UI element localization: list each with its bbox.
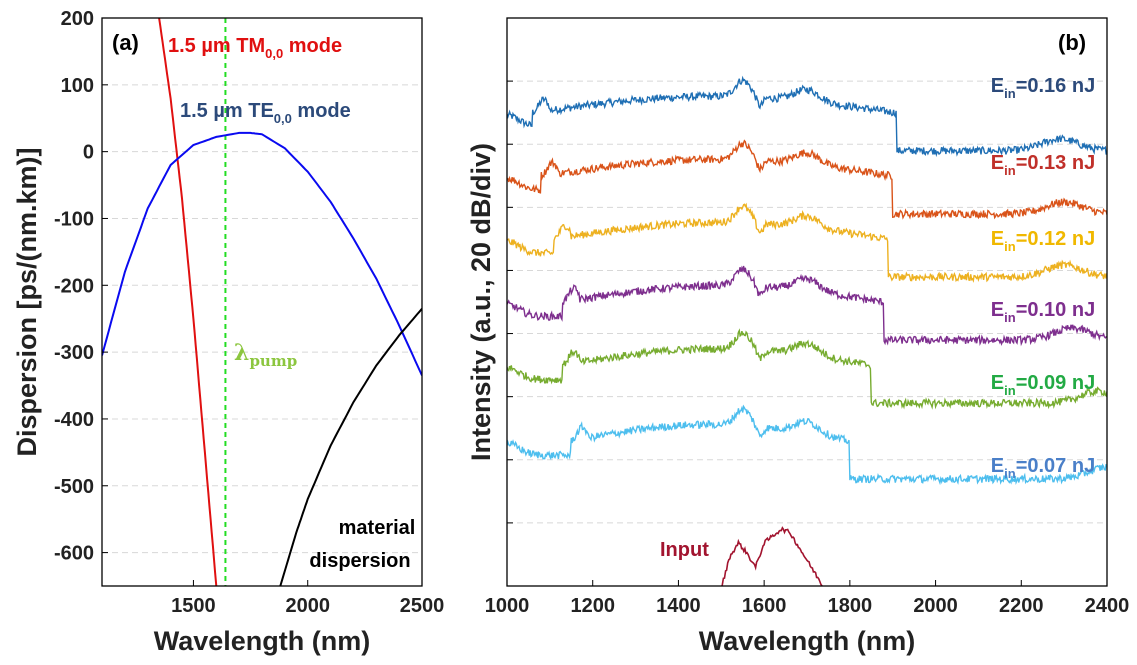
tm-mode-label: 1.5 µm TM0,0 mode [168,35,342,61]
panel-a-y-tick-label: 100 [61,75,94,97]
panel-b-y-axis-label: Intensity (a.u., 20 dB/div) [466,143,496,461]
panel-b-tag: (b) [1058,30,1086,55]
tm-mode-curve [158,18,218,586]
panel-b-x-tick-label: 1400 [656,595,701,617]
pump-wavelength-label: λpump [234,340,297,370]
panel-b-ticks: 1000 1200 1400 1600 1800 2000 2200 2400 [485,80,1130,617]
panel-a-x-axis-label: Wavelength (nm) [154,626,371,656]
panel-a-y-tick-label: 0 [83,142,94,164]
panel-a-ticks: 200 100 0 -100 -200 -300 -400 -500 -600 1500 2000 2… [54,8,444,617]
energy-label-4: Ein=0.09 nJ [991,372,1095,398]
material-dispersion-label-line2: dispersion [309,550,410,572]
panel-b-series-labels: Ein=0.16 nJ Ein=0.13 nJ Ein=0.12 nJ Ein=0.1… [660,75,1095,561]
panel-a-grid [102,84,422,554]
spectrum-trace-4 [507,328,1107,410]
panel-a-y-tick-label: -600 [54,543,94,565]
panel-b-frame [506,17,1108,587]
spectrum-trace-1 [507,139,1107,220]
panel-a-frame [101,17,423,587]
panel-b-intensity-chart: 1000 1200 1400 1600 1800 2000 2200 2400 Ein=0.1… [466,17,1130,656]
material-dispersion-curve [279,308,422,586]
panel-a-y-tick-label: -500 [54,476,94,498]
panel-a-tag: (a) [112,30,139,55]
panel-a-x-tick-label: 2500 [400,595,445,617]
input-spectrum-label: Input [660,539,709,561]
energy-label-2: Ein=0.12 nJ [991,228,1095,254]
spectrum-trace-5 [507,404,1107,486]
panel-b-x-tick-label: 1800 [828,595,873,617]
te-mode-label: 1.5 µm TE0,0 mode [180,100,351,126]
panel-b-x-tick-label: 2000 [913,595,958,617]
te-mode-curve [102,131,422,376]
panel-b-x-tick-label: 2400 [1085,595,1130,617]
panel-a-y-tick-label: -200 [54,275,94,297]
panel-b-x-axis-label: Wavelength (nm) [699,626,916,656]
panel-b-x-tick-label: 1600 [742,595,787,617]
panel-b-grid [507,80,1107,524]
panel-b-x-tick-label: 1000 [485,595,530,617]
panel-b-x-tick-label: 2200 [999,595,1044,617]
panel-a-y-tick-label: 200 [61,8,94,30]
panel-a-y-tick-label: -400 [54,409,94,431]
input-spectrum-trace [721,526,824,586]
panel-b-x-tick-label: 1200 [570,595,615,617]
panel-a-y-tick-label: -100 [54,208,94,230]
spectrum-trace-2 [507,202,1107,283]
energy-label-5: Ein=0.07 nJ [991,455,1095,481]
spectrum-trace-0 [507,75,1107,158]
panel-a-series [102,18,422,586]
spectrum-trace-3 [507,265,1107,347]
energy-label-1: Ein=0.13 nJ [991,152,1095,178]
panel-a-y-axis-label: Dispersion [ps/(nm.km)] [12,147,42,456]
energy-label-0: Ein=0.16 nJ [991,75,1095,101]
panel-b-series [507,75,1107,586]
panel-a-x-tick-label: 1500 [171,595,216,617]
panel-a-x-tick-label: 2000 [285,595,330,617]
panel-a-y-tick-label: -300 [54,342,94,364]
energy-label-3: Ein=0.10 nJ [991,299,1095,325]
material-dispersion-label-line1: material [339,517,416,539]
panel-a-dispersion-chart: 200 100 0 -100 -200 -300 -400 -500 -600 1500 2000 2… [12,8,444,656]
